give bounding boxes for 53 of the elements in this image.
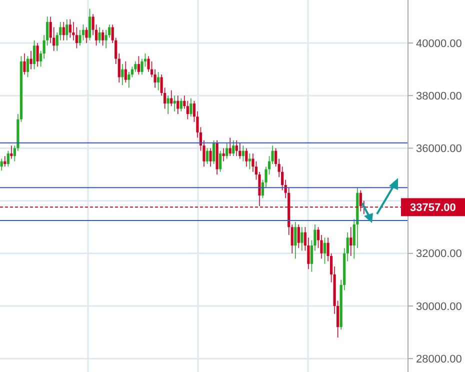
candlestick <box>62 22 65 41</box>
candlestick <box>72 22 75 41</box>
y-tick-label: 38000.00 <box>416 90 462 102</box>
candlestick <box>157 72 160 91</box>
candlestick <box>10 145 13 160</box>
y-tick-label: 32000.00 <box>416 248 462 260</box>
candlestick <box>209 148 212 168</box>
candlestick <box>85 26 88 44</box>
candlestick <box>88 8 92 41</box>
candlestick <box>98 26 101 44</box>
candlestick <box>26 56 30 78</box>
candlestick <box>238 142 242 160</box>
candlestick <box>190 98 192 118</box>
candlestick <box>242 145 244 162</box>
candlestick <box>30 50 32 70</box>
candlestick <box>66 18 68 41</box>
candlestick <box>323 237 326 264</box>
candlestick <box>124 61 127 83</box>
candlestick <box>226 142 228 160</box>
candlestick <box>300 226 304 252</box>
candlestick <box>350 226 352 256</box>
y-tick-label: 30000.00 <box>416 300 462 313</box>
candlestick <box>212 140 216 164</box>
y-tick-label: 36000.00 <box>416 143 462 156</box>
ref-line-label: 33757.00 <box>410 202 456 214</box>
y-tick-label: 40000.00 <box>416 38 462 50</box>
candlestick <box>297 224 300 249</box>
candlestick <box>248 153 251 170</box>
candlestick <box>173 95 176 112</box>
candlestick <box>137 56 140 75</box>
candlestick <box>23 53 26 75</box>
candlestick <box>294 221 297 260</box>
candlestick <box>128 72 130 88</box>
candlestick <box>245 148 248 168</box>
candlestick <box>102 29 104 46</box>
candlestick <box>32 40 36 70</box>
candlestick <box>219 150 222 172</box>
candlestick <box>235 140 238 156</box>
candlestick <box>176 95 180 114</box>
candlestick <box>232 140 235 156</box>
candlestick <box>0 158 3 171</box>
y-tick-label: 28000.00 <box>416 353 462 366</box>
candlestick <box>228 137 232 156</box>
candlestick <box>166 95 170 114</box>
candlestick <box>68 18 72 38</box>
candlestick <box>4 156 6 168</box>
candlestick <box>180 98 182 112</box>
candlestick <box>170 90 173 107</box>
candlestick <box>206 148 209 164</box>
candlestick <box>36 42 39 68</box>
candlestick <box>222 148 225 162</box>
candlestick <box>6 150 10 168</box>
candlestick <box>121 64 124 86</box>
